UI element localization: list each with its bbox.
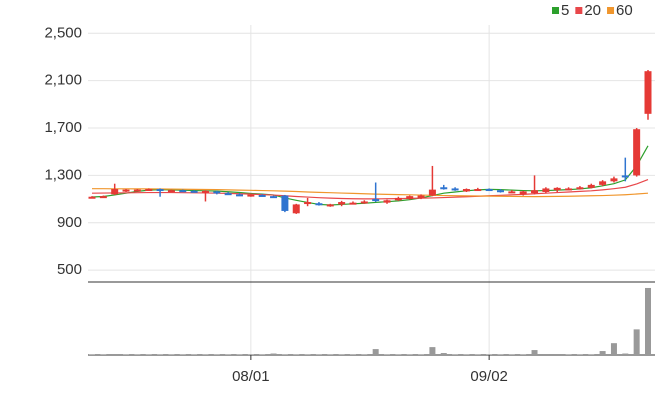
candle-body xyxy=(485,189,493,192)
candle-body xyxy=(576,187,584,190)
candle-body xyxy=(133,189,141,192)
y-tick-label: 2,500 xyxy=(44,24,82,41)
volume-bar xyxy=(270,353,277,355)
candle-body xyxy=(621,175,629,178)
volume-bar xyxy=(429,347,436,355)
candle-body xyxy=(156,189,164,192)
legend-label: 20 xyxy=(584,2,601,19)
candle-body xyxy=(508,191,516,194)
candle-body xyxy=(553,187,561,191)
candle-body xyxy=(406,196,414,200)
candle-body xyxy=(587,184,595,188)
candle-body xyxy=(258,194,266,197)
candle-body xyxy=(88,196,96,199)
x-tick-label: 09/02 xyxy=(470,368,508,385)
y-tick-label: 500 xyxy=(57,261,82,278)
candle-body xyxy=(292,204,300,214)
volume-bar xyxy=(645,287,651,355)
candle-body xyxy=(326,204,334,207)
candle-body xyxy=(474,189,482,192)
candle-body xyxy=(451,188,459,191)
volume-bar xyxy=(610,343,617,355)
volume-bar xyxy=(599,351,606,355)
candle-body xyxy=(111,189,119,195)
ma-line xyxy=(91,178,649,200)
volume-bar xyxy=(622,353,629,355)
x-tick-label: 08/01 xyxy=(232,368,270,385)
candle-body xyxy=(304,202,312,205)
y-tick-label: 900 xyxy=(57,214,82,231)
candle-body xyxy=(394,197,402,201)
candle-body xyxy=(360,201,368,204)
volume-bar xyxy=(372,349,379,355)
candle-body xyxy=(315,203,323,206)
volume-bar xyxy=(542,354,549,355)
candle-body xyxy=(565,188,573,191)
y-tick-label: 2,100 xyxy=(44,72,82,89)
legend-swatch xyxy=(607,7,615,14)
candle-body xyxy=(247,194,255,197)
candle-body xyxy=(440,187,448,190)
candle-body xyxy=(179,190,187,193)
candle-body xyxy=(417,195,425,198)
volume-bar xyxy=(633,329,640,355)
y-tick-label: 1,300 xyxy=(44,166,82,183)
candle-body xyxy=(190,190,198,193)
candle-body xyxy=(338,202,346,205)
legend-label: 60 xyxy=(616,2,633,19)
volume-bar xyxy=(440,353,447,355)
candle-body xyxy=(519,191,527,195)
candle-body xyxy=(610,178,618,182)
volume-bar xyxy=(531,350,538,355)
candle-body xyxy=(542,188,550,192)
candle-body xyxy=(167,190,175,193)
legend-swatch xyxy=(552,7,559,14)
candle-body xyxy=(496,190,504,193)
candle-body xyxy=(281,195,289,211)
candle-body xyxy=(599,181,607,185)
candle-body xyxy=(372,199,380,202)
candle-body xyxy=(236,194,244,197)
candle-body xyxy=(201,190,209,193)
volume-bar xyxy=(111,354,118,355)
candle-body xyxy=(633,129,641,176)
candle-body xyxy=(531,190,539,194)
legend-label: 5 xyxy=(561,2,569,19)
candle-body xyxy=(122,189,130,192)
candle-body xyxy=(213,191,221,194)
candle-body xyxy=(383,200,391,203)
candle-body xyxy=(428,189,436,196)
candle-body xyxy=(145,189,153,192)
candle-body xyxy=(644,71,652,114)
candle-body xyxy=(224,193,232,196)
legend-swatch xyxy=(575,7,583,14)
candle-body xyxy=(349,202,357,205)
candle-body xyxy=(270,196,278,199)
candle-body xyxy=(462,189,470,192)
volume-bar xyxy=(554,354,561,355)
candle-body xyxy=(99,196,107,199)
ma-line xyxy=(92,188,649,198)
y-tick-label: 1,700 xyxy=(44,119,82,136)
